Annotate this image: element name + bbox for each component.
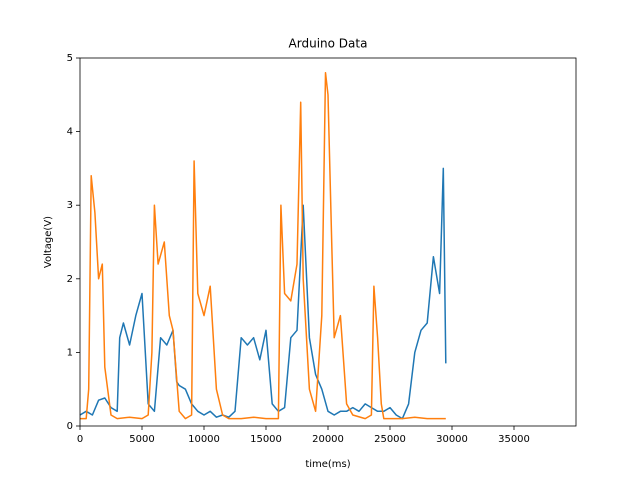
- x-tick-label: 30000: [436, 434, 468, 445]
- y-axis-label: Voltage(V): [43, 216, 54, 268]
- y-tick-label: 1: [67, 347, 73, 358]
- x-tick-label: 20000: [312, 434, 344, 445]
- y-tick-label: 5: [67, 53, 73, 64]
- x-tick-label: 35000: [498, 434, 530, 445]
- chart-title: Arduino Data: [289, 37, 368, 51]
- y-tick-label: 0: [67, 421, 73, 432]
- y-tick-label: 2: [67, 274, 73, 285]
- y-tick-label: 3: [67, 200, 73, 211]
- plot-frame: [79, 57, 577, 427]
- data-line: [80, 71, 446, 420]
- x-axis-label: time(ms): [305, 459, 350, 470]
- x-tick-label: 10000: [188, 434, 220, 445]
- x-tick-label: 5000: [129, 434, 154, 445]
- x-tick-label: 15000: [250, 434, 282, 445]
- y-tick-label: 4: [67, 127, 73, 138]
- x-tick-label: 25000: [374, 434, 406, 445]
- x-tick-label: 0: [77, 434, 83, 445]
